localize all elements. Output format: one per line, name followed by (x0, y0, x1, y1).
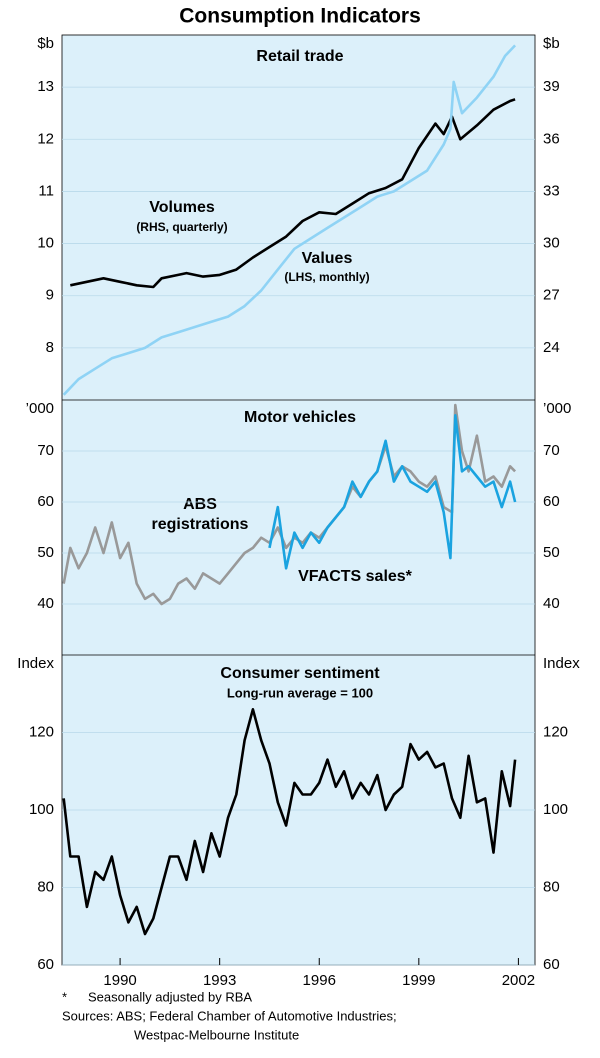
x-tick-label: 2002 (502, 972, 535, 989)
y-tick-label: 100 (29, 801, 54, 818)
x-tick-label: 1996 (303, 972, 336, 989)
series-note: (RHS, quarterly) (136, 220, 227, 234)
y-unit: ’000 (26, 400, 54, 417)
y-unit: $b (37, 35, 54, 52)
y-tick-label: 60 (37, 493, 54, 510)
y-tick-label: 40 (37, 595, 54, 612)
y2-unit: ’000 (543, 400, 571, 417)
y-tick-label: 8 (46, 339, 54, 356)
y2-tick-label: 33 (543, 182, 560, 199)
y2-tick-label: 24 (543, 339, 560, 356)
panel-title: Motor vehicles (244, 409, 356, 426)
y2-tick-label: 80 (543, 878, 560, 895)
y-tick-label: 13 (37, 78, 54, 95)
y2-tick-label: 50 (543, 544, 560, 561)
series-note: (LHS, monthly) (284, 270, 369, 284)
panel-title: Retail trade (256, 48, 343, 65)
y-tick-label: 9 (46, 287, 54, 304)
panel-title: Consumer sentiment (220, 665, 380, 682)
source: Sources: ABS; Federal Chamber of Automot… (62, 1008, 397, 1023)
panel-subtitle: Long-run average = 100 (227, 685, 373, 700)
y-tick-label: 60 (37, 956, 54, 973)
y-tick-label: 50 (37, 544, 54, 561)
series-line (268, 414, 517, 570)
y2-tick-label: 27 (543, 287, 560, 304)
y2-tick-label: 36 (543, 130, 560, 147)
y-tick-label: 80 (37, 878, 54, 895)
series-label: Values (302, 250, 353, 267)
plot-area (61, 34, 536, 966)
y2-tick-label: 120 (543, 723, 568, 740)
x-tick-label: 1993 (203, 972, 236, 989)
footnote: Seasonally adjusted by RBA (88, 989, 252, 1004)
y2-tick-label: 39 (543, 78, 560, 95)
y-tick-label: 11 (38, 182, 54, 199)
y2-unit: Index (543, 655, 580, 672)
y-unit: Index (17, 655, 54, 672)
y2-tick-label: 100 (543, 801, 568, 818)
y-tick-label: 120 (29, 723, 54, 740)
x-tick-label: 1999 (402, 972, 435, 989)
series-label: Volumes (149, 199, 215, 216)
x-tick-label: 1990 (103, 972, 136, 989)
y-tick-label: 70 (37, 442, 54, 459)
y2-tick-label: 60 (543, 956, 560, 973)
y2-tick-label: 70 (543, 442, 560, 459)
footnote-mark: * (62, 989, 67, 1004)
y-tick-label: 10 (37, 235, 54, 252)
y2-unit: $b (543, 35, 560, 52)
chart-title: Consumption Indicators (179, 5, 421, 28)
series-label: ABS registrations (152, 496, 249, 533)
y-tick-label: 12 (37, 130, 54, 147)
series-line (62, 708, 517, 936)
y2-tick-label: 40 (543, 595, 560, 612)
series-line (62, 44, 517, 396)
y2-tick-label: 30 (543, 235, 560, 252)
source: Westpac-Melbourne Institute (134, 1027, 299, 1042)
series-label: VFACTS sales* (298, 568, 413, 585)
y2-tick-label: 60 (543, 493, 560, 510)
